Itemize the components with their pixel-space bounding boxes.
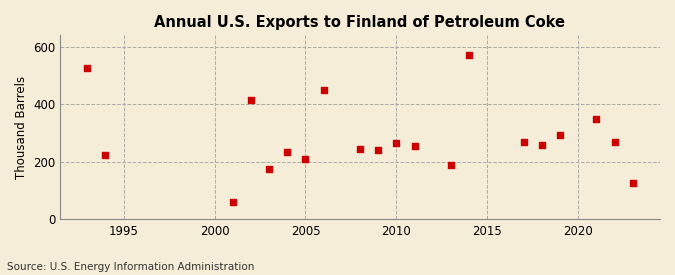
Point	[464, 53, 475, 58]
Point	[537, 142, 547, 147]
Point	[300, 157, 311, 161]
Point	[555, 132, 566, 137]
Point	[391, 141, 402, 145]
Point	[264, 167, 275, 171]
Point	[627, 181, 638, 186]
Point	[591, 117, 601, 121]
Point	[609, 140, 620, 144]
Point	[100, 153, 111, 157]
Point	[373, 148, 383, 153]
Point	[446, 163, 456, 167]
Point	[282, 150, 293, 154]
Point	[227, 200, 238, 204]
Text: Source: U.S. Energy Information Administration: Source: U.S. Energy Information Administ…	[7, 262, 254, 272]
Point	[246, 98, 256, 102]
Point	[354, 147, 365, 151]
Point	[82, 66, 92, 71]
Point	[409, 144, 420, 148]
Point	[518, 140, 529, 144]
Title: Annual U.S. Exports to Finland of Petroleum Coke: Annual U.S. Exports to Finland of Petrol…	[155, 15, 566, 30]
Y-axis label: Thousand Barrels: Thousand Barrels	[15, 76, 28, 179]
Point	[318, 88, 329, 92]
